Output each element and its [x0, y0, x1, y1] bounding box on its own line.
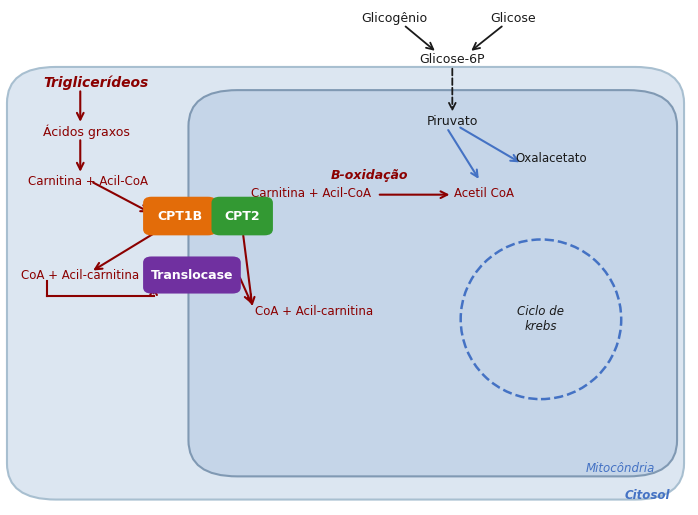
- Text: CPT1B: CPT1B: [157, 210, 202, 222]
- FancyBboxPatch shape: [143, 256, 241, 294]
- Text: Citosol: Citosol: [625, 489, 670, 502]
- Text: CoA + Acil-carnitina: CoA + Acil-carnitina: [255, 305, 373, 318]
- FancyBboxPatch shape: [211, 197, 273, 235]
- Text: Carnitina + Acil-CoA: Carnitina + Acil-CoA: [28, 175, 148, 188]
- Text: Oxalacetato: Oxalacetato: [516, 151, 587, 165]
- Text: Glicose-6P: Glicose-6P: [419, 53, 485, 66]
- Text: CoA + Acil-carnitina: CoA + Acil-carnitina: [21, 269, 139, 282]
- FancyBboxPatch shape: [143, 197, 216, 235]
- FancyBboxPatch shape: [188, 90, 677, 476]
- Text: Mitocôndria: Mitocôndria: [586, 462, 655, 475]
- Text: Ácidos graxos: Ácidos graxos: [43, 124, 130, 139]
- Text: Triglicerídeos: Triglicerídeos: [43, 75, 149, 90]
- Text: Acetil CoA: Acetil CoA: [454, 186, 514, 200]
- Text: Translocase: Translocase: [151, 268, 233, 282]
- Text: Piruvato: Piruvato: [426, 114, 478, 128]
- Text: CPT2: CPT2: [224, 210, 260, 222]
- Text: B-oxidação: B-oxidação: [331, 168, 409, 182]
- Text: Ciclo de
krebs: Ciclo de krebs: [517, 305, 565, 333]
- Text: Carnitina + Acil-CoA: Carnitina + Acil-CoA: [251, 186, 371, 200]
- FancyBboxPatch shape: [7, 67, 684, 500]
- Text: Glicogênio: Glicogênio: [362, 11, 427, 25]
- Text: Glicose: Glicose: [490, 11, 536, 25]
